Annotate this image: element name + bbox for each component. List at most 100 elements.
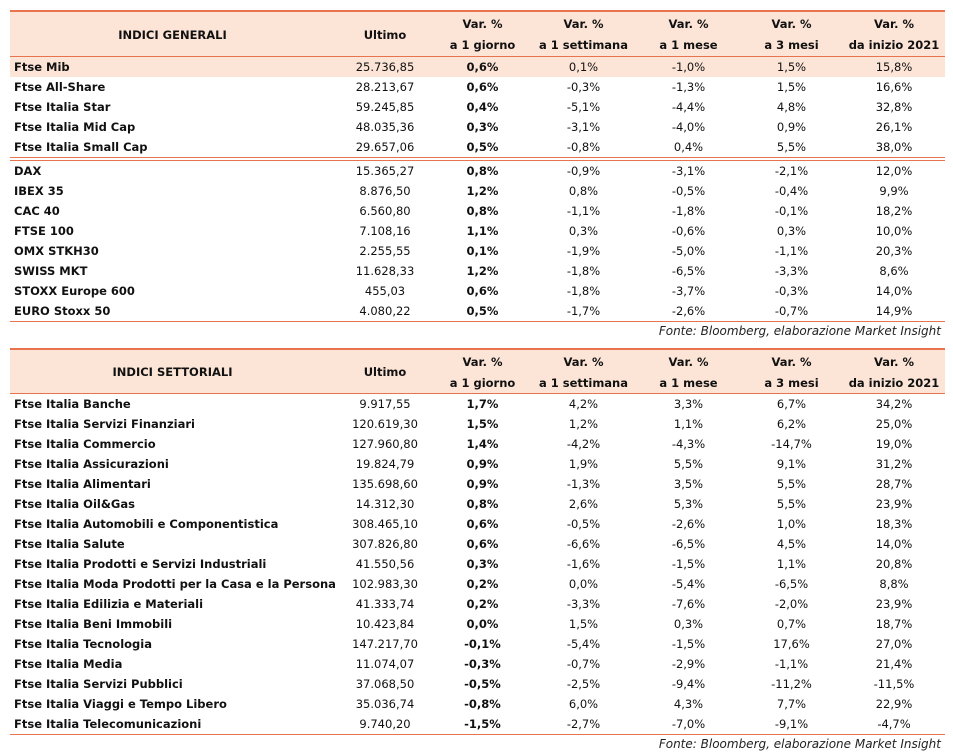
cell-value: 0,3% — [568, 224, 599, 238]
cell-value: 0,2% — [466, 597, 499, 611]
cell-value: 0,8% — [466, 497, 499, 511]
cell-value: -1,0% — [671, 60, 706, 74]
cell-value: 1,2% — [568, 417, 599, 431]
cell-value: 28,7% — [875, 477, 913, 491]
index-name: OMX STKH30 — [14, 244, 99, 258]
cell-value: 18,7% — [875, 617, 913, 631]
header-band — [10, 348, 945, 394]
index-name: Ftse Italia Alimentari — [14, 477, 151, 491]
cell-value: 1,9% — [568, 457, 599, 471]
cell-value: 5,3% — [673, 497, 704, 511]
cell-value: 4.080,22 — [359, 304, 411, 318]
cell-value: -0,4% — [774, 184, 809, 198]
cell-value: -3,1% — [671, 164, 706, 178]
cell-value: -2,5% — [566, 677, 601, 691]
index-name: Ftse Mib — [14, 60, 70, 74]
source-note: Fonte: Bloomberg, elaborazione Market In… — [658, 324, 941, 338]
cell-value: 5,5% — [776, 477, 807, 491]
cell-value: 0,0% — [568, 577, 599, 591]
cell-value: 38,0% — [875, 140, 913, 154]
cell-value: -4,3% — [671, 437, 706, 451]
cell-value: 19.824,79 — [355, 457, 415, 471]
cell-value: 1,5% — [466, 417, 499, 431]
cell-value: 0,9% — [776, 120, 807, 134]
header-band — [10, 10, 945, 57]
column-header: da inizio 2021 — [848, 376, 940, 390]
cell-value: -1,8% — [566, 264, 601, 278]
index-name: Ftse Italia Salute — [14, 537, 125, 551]
cell-value: 0,5% — [466, 140, 499, 154]
cell-value: 0,6% — [466, 80, 499, 94]
cell-value: -1,1% — [774, 244, 809, 258]
cell-value: -11,2% — [771, 677, 812, 691]
row-highlight — [10, 57, 945, 77]
top-rule — [10, 10, 945, 12]
cell-value: -1,1% — [566, 204, 601, 218]
cell-value: 0,7% — [776, 617, 807, 631]
cell-value: 0,6% — [466, 517, 499, 531]
cell-value: 3,3% — [673, 397, 704, 411]
cell-value: -11,5% — [873, 677, 915, 691]
cell-value: 35.036,74 — [355, 697, 415, 711]
column-header: a 3 mesi — [764, 376, 819, 390]
cell-value: -0,8% — [464, 697, 501, 711]
index-name: Ftse Italia Assicurazioni — [14, 457, 169, 471]
cell-value: 14,0% — [875, 537, 913, 551]
cell-value: -0,9% — [566, 164, 601, 178]
cell-value: 6.560,80 — [359, 204, 411, 218]
cell-value: -0,5% — [464, 677, 501, 691]
index-name: EURO Stoxx 50 — [14, 304, 111, 318]
cell-value: 48.035,36 — [355, 120, 415, 134]
index-name: Ftse Italia Small Cap — [14, 140, 148, 154]
cell-value: 0,4% — [466, 100, 499, 114]
cell-value: -2,9% — [671, 657, 706, 671]
cell-value: -1,8% — [566, 284, 601, 298]
cell-value: -1,5% — [464, 717, 501, 731]
index-name: IBEX 35 — [14, 184, 64, 198]
cell-value: 15.365,27 — [355, 164, 415, 178]
cell-value: 5,5% — [776, 140, 807, 154]
cell-value: -0,6% — [671, 224, 706, 238]
cell-value: 15,8% — [875, 60, 913, 74]
column-header: Var. % — [462, 355, 503, 369]
cell-value: 19,0% — [875, 437, 913, 451]
cell-value: 0,4% — [673, 140, 704, 154]
cell-value: 5,5% — [673, 457, 704, 471]
cell-value: 18,3% — [875, 517, 913, 531]
cell-value: 1,1% — [776, 557, 807, 571]
cell-value: 1,4% — [466, 437, 499, 451]
cell-value: 0,6% — [466, 537, 499, 551]
cell-value: -4,2% — [566, 437, 601, 451]
cell-value: 0,1% — [568, 60, 599, 74]
cell-value: 6,0% — [568, 697, 599, 711]
column-header: INDICI SETTORIALI — [112, 365, 233, 379]
cell-value: -1,5% — [671, 637, 706, 651]
index-name: DAX — [14, 164, 42, 178]
cell-value: 0,3% — [776, 224, 807, 238]
cell-value: 0,3% — [673, 617, 704, 631]
column-header: a 1 mese — [659, 38, 718, 52]
cell-value: -0,7% — [566, 657, 601, 671]
cell-value: -0,3% — [464, 657, 501, 671]
source-note: Fonte: Bloomberg, elaborazione Market In… — [658, 737, 941, 751]
cell-value: 4,2% — [568, 397, 599, 411]
cell-value: 34,2% — [875, 397, 913, 411]
cell-value: 1,7% — [466, 397, 499, 411]
column-header: a 1 giorno — [449, 376, 516, 390]
index-name: Ftse Italia Telecomunicazioni — [14, 717, 202, 731]
cell-value: 0,8% — [466, 204, 499, 218]
index-name: Ftse Italia Banche — [14, 397, 131, 411]
cell-value: -0,3% — [774, 284, 809, 298]
index-name: Ftse Italia Mid Cap — [14, 120, 136, 134]
cell-value: 6,7% — [776, 397, 807, 411]
column-header: Var. % — [771, 17, 812, 31]
cell-value: 2,6% — [568, 497, 599, 511]
cell-value: 8,8% — [879, 577, 909, 591]
cell-value: 0,9% — [466, 477, 499, 491]
cell-value: 32,8% — [875, 100, 913, 114]
index-name: Ftse Italia Edilizia e Materiali — [14, 597, 204, 611]
cell-value: 1,5% — [568, 617, 599, 631]
cell-value: -3,7% — [671, 284, 706, 298]
cell-value: 1,2% — [466, 264, 499, 278]
